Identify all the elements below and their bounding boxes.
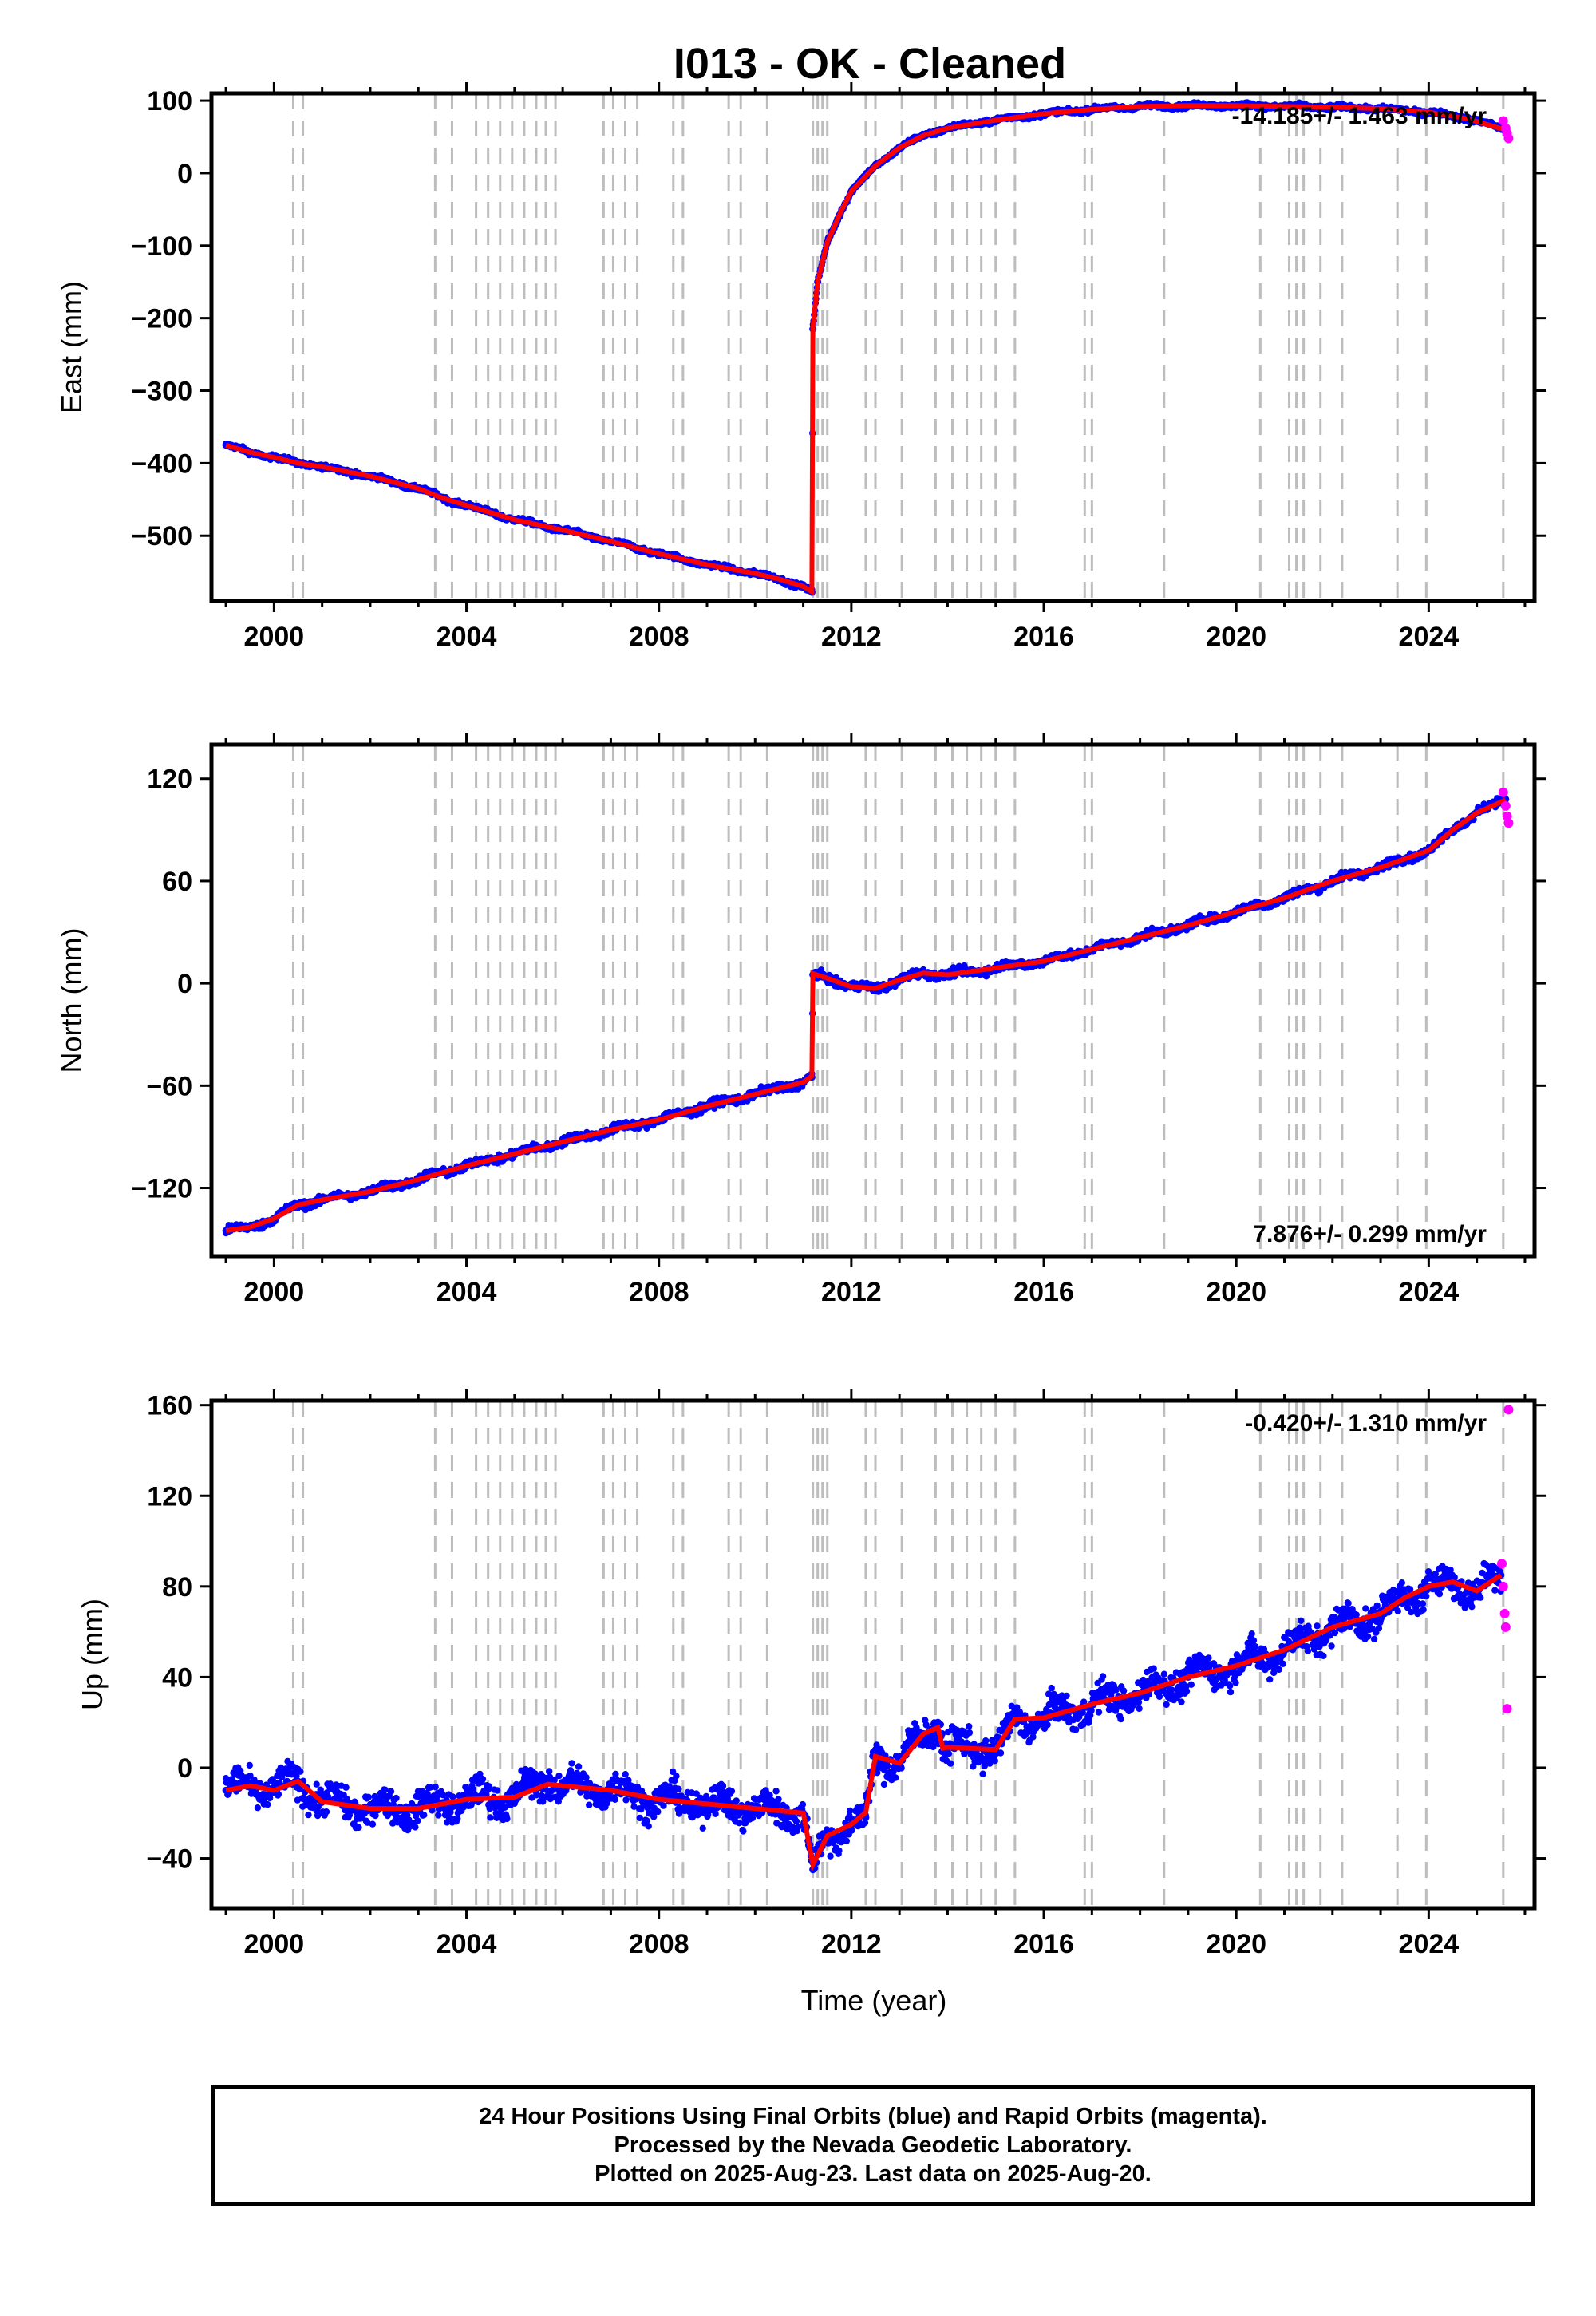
y-tick-label: −200 bbox=[131, 304, 192, 334]
final-point bbox=[246, 1761, 253, 1769]
x-tick-label: 2016 bbox=[1013, 622, 1074, 652]
y-tick-label: −300 bbox=[131, 377, 192, 407]
plot-frame bbox=[209, 742, 1537, 1259]
panel-up: 2000 2004 2008 2012 2016 2020 202416012080400−… bbox=[76, 1389, 1546, 2017]
y-tick-label: 0 bbox=[177, 159, 192, 189]
final-point bbox=[305, 1811, 312, 1819]
x-tick-label: 2024 bbox=[1399, 622, 1460, 652]
rapid-point bbox=[1498, 116, 1508, 126]
final-point bbox=[264, 1800, 271, 1808]
x-tick-label: 2020 bbox=[1206, 622, 1266, 652]
y-tick-label: −120 bbox=[131, 1174, 192, 1204]
rapid-point bbox=[1503, 133, 1514, 144]
x-tick-label: 2012 bbox=[821, 622, 882, 652]
final-point bbox=[982, 973, 990, 980]
chart-title: I013 - OK - Cleaned bbox=[674, 40, 1066, 88]
y-tick-label: 100 bbox=[147, 86, 192, 117]
y-tick-label: −500 bbox=[131, 521, 192, 551]
y-tick-label: 120 bbox=[147, 765, 192, 795]
y-axis-label: East (mm) bbox=[55, 281, 88, 413]
panel-north: 2000 2004 2008 2012 2016 2020 2024 120 60 0 −60 −12… bbox=[55, 733, 1546, 1307]
x-tick-label: 2024 bbox=[1399, 1277, 1460, 1307]
y-tick-label: −100 bbox=[131, 231, 192, 262]
rate-label: -14.185+/- 1.463 mm/yr bbox=[1232, 103, 1487, 129]
rate-label: 7.876+/- 0.299 mm/yr bbox=[1253, 1221, 1487, 1247]
rapid-point bbox=[1503, 818, 1514, 828]
x-tick-label: 2004 bbox=[437, 622, 497, 652]
y-tick-label: 0 bbox=[177, 969, 192, 999]
x-tick-label: 2000 bbox=[244, 1277, 305, 1307]
y-tick-label: −60 bbox=[146, 1071, 192, 1101]
rapid-point bbox=[1500, 800, 1511, 811]
x-tick-label: 2000 bbox=[244, 622, 305, 652]
final-point bbox=[297, 1768, 304, 1775]
event-lines bbox=[291, 745, 1505, 1256]
plot-frame bbox=[209, 91, 1537, 603]
panels-group: 2000 2004 2008 2012 2016 2020 2024 100 0 −100 −200… bbox=[55, 82, 1546, 2017]
final-points bbox=[222, 1559, 1505, 1874]
y-tick-label: 60 bbox=[162, 867, 192, 897]
model-line bbox=[225, 797, 1507, 1233]
event-lines bbox=[291, 1401, 1505, 1908]
y-tick-label: −400 bbox=[131, 449, 192, 479]
y-axis-label: North (mm) bbox=[55, 928, 88, 1073]
x-tick-label: 2008 bbox=[629, 1277, 689, 1307]
rapid-point bbox=[1498, 787, 1508, 797]
x-tick-label: 2012 bbox=[821, 1277, 882, 1307]
model-line bbox=[225, 103, 1507, 596]
x-tick-label: 2004 bbox=[437, 1277, 497, 1307]
panel-east: 2000 2004 2008 2012 2016 2020 2024 100 0 −100 −200… bbox=[55, 82, 1546, 652]
x-tick-label: 2008 bbox=[629, 622, 689, 652]
x-tick-label: 2016 bbox=[1013, 1277, 1074, 1307]
final-point bbox=[254, 1804, 262, 1812]
event-lines bbox=[291, 93, 1505, 601]
x-tick-label: 2020 bbox=[1206, 1277, 1266, 1307]
final-point bbox=[266, 1794, 274, 1802]
